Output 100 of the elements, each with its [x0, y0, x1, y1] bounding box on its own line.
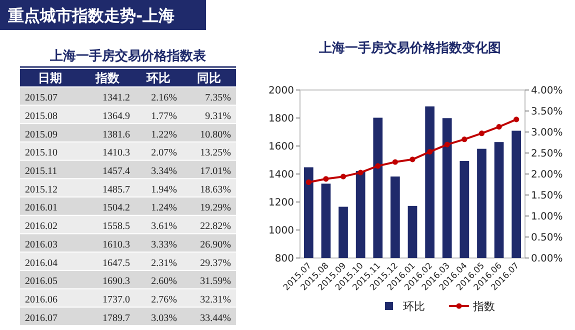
- text: 1737.0: [102, 294, 130, 306]
- text: 31.59%: [200, 276, 231, 288]
- text: 3.61%: [151, 221, 177, 232]
- text: 2016.03: [25, 239, 58, 250]
- y-tick-label: 1400: [268, 170, 294, 180]
- bar: [390, 176, 400, 258]
- text: 2.31%: [151, 258, 177, 269]
- y-tick-label: 1200: [268, 198, 294, 208]
- text: 2015.08: [25, 110, 58, 122]
- y-tick-label: 800: [274, 254, 294, 264]
- y-tick-label: 1000: [268, 226, 294, 236]
- text: 2016.02: [25, 221, 58, 232]
- text: 1341.2: [102, 92, 130, 104]
- bar: [373, 118, 383, 258]
- text: 1485.7: [102, 184, 130, 196]
- y2-tick-label: 3.50%: [531, 106, 563, 118]
- text: 19.29%: [200, 202, 231, 214]
- text: 17.01%: [200, 166, 231, 177]
- bar: [321, 184, 331, 258]
- text: 2015.11: [25, 166, 58, 177]
- text: 上海一手房交易价格指数表: [49, 48, 207, 64]
- point: [392, 159, 398, 165]
- text: 1610.3: [102, 239, 130, 250]
- y2-tick-label: 1.00%: [531, 212, 563, 222]
- text: 32.31%: [200, 294, 231, 306]
- text: 1.22%: [151, 129, 177, 140]
- text: 指数: [94, 71, 120, 86]
- text: 3.33%: [151, 239, 177, 250]
- chart-title: 上海一手房交易价格指数变化图: [318, 40, 501, 56]
- text: 29.37%: [200, 258, 231, 269]
- text: 2015.12: [25, 184, 58, 196]
- bar: [460, 160, 470, 258]
- text: 1558.5: [102, 221, 130, 232]
- point: [323, 176, 329, 182]
- text: 日期: [38, 71, 62, 86]
- bar: [442, 118, 452, 258]
- text: 1.24%: [151, 202, 177, 214]
- bar: [477, 148, 486, 258]
- text: 18.63%: [200, 184, 231, 196]
- legend-label: 指数: [472, 300, 495, 313]
- text: 2.07%: [151, 148, 177, 159]
- text: 2015.07: [25, 92, 58, 104]
- y2-tick-label: 1.50%: [531, 190, 563, 202]
- text: 同比: [197, 71, 221, 86]
- text: 2015.10: [25, 148, 58, 159]
- y2-tick-label: 2.00%: [531, 170, 563, 180]
- text: 33.44%: [200, 312, 231, 324]
- y2-tick-label: 0.50%: [531, 232, 563, 244]
- text: 7.35%: [205, 92, 231, 104]
- text: 环比: [146, 71, 170, 86]
- bar: [408, 206, 418, 258]
- text: 2016.06: [25, 294, 58, 306]
- point: [478, 130, 485, 136]
- point: [358, 170, 364, 176]
- text: 1690.3: [102, 276, 130, 288]
- bar: [338, 206, 348, 258]
- point: [462, 136, 468, 142]
- text: 1.77%: [151, 110, 177, 122]
- text: 3.34%: [151, 166, 177, 177]
- bar: [512, 130, 522, 258]
- y-tick-label: 1600: [268, 142, 294, 152]
- text: 1647.5: [102, 258, 130, 269]
- text: 9.31%: [205, 110, 231, 122]
- bar: [425, 106, 434, 258]
- text: 1504.2: [102, 202, 130, 214]
- y2-tick-label: 0.00%: [531, 254, 563, 264]
- text: 2015.09: [25, 129, 58, 140]
- text: 10.80%: [200, 129, 231, 140]
- text: 2.76%: [151, 294, 177, 306]
- text: 22.82%: [200, 221, 231, 232]
- text: 1457.4: [102, 166, 130, 177]
- y2-tick-label: 3.00%: [531, 128, 563, 138]
- text: 26.90%: [200, 239, 231, 250]
- y-tick-label: 1800: [268, 114, 294, 124]
- text: 1789.7: [102, 312, 130, 324]
- y2-tick-label: 4.00%: [531, 86, 563, 96]
- text: 2016.07: [25, 312, 58, 324]
- text: 2016.01: [25, 202, 58, 214]
- text: 1.94%: [151, 184, 177, 196]
- legend-label: 环比: [403, 300, 425, 313]
- point: [410, 156, 416, 162]
- text: 2.60%: [151, 276, 177, 288]
- bar: [356, 171, 366, 258]
- text: 1381.6: [102, 129, 130, 140]
- point: [444, 142, 450, 148]
- y-tick-label: 2000: [268, 86, 294, 96]
- text: 2.16%: [151, 92, 177, 104]
- text: 3.03%: [151, 312, 177, 324]
- bar: [494, 142, 504, 258]
- text: 1410.3: [102, 148, 130, 159]
- point: [514, 116, 520, 122]
- point: [496, 124, 502, 130]
- y2-tick-label: 2.50%: [531, 148, 563, 160]
- point: [375, 163, 381, 169]
- bar: [304, 167, 314, 258]
- text: 13.25%: [200, 148, 231, 159]
- point: [306, 179, 312, 186]
- text: 1364.9: [102, 110, 130, 122]
- text: 重点城市指数走势-上海: [7, 6, 175, 25]
- point: [340, 174, 346, 180]
